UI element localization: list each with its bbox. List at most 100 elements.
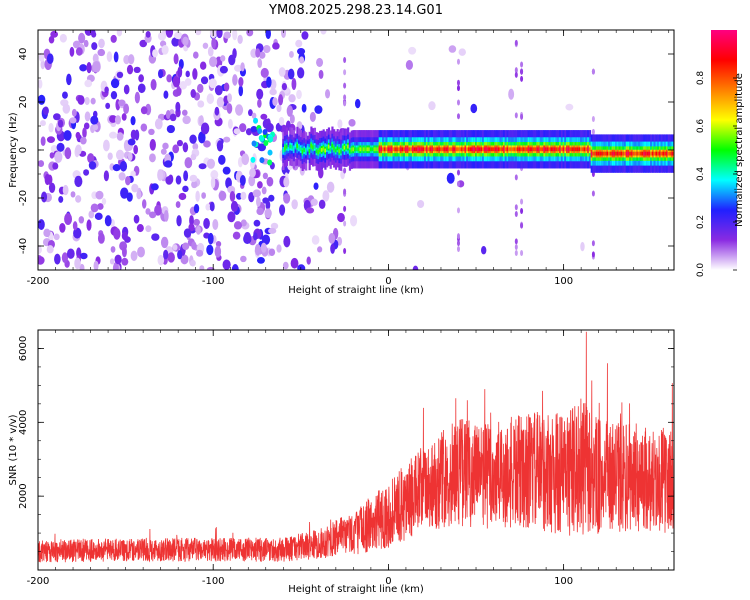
spectrogram-noise-cell	[79, 64, 88, 72]
spectrogram-signal-cell	[529, 147, 532, 152]
spectrogram-noise-cell	[53, 233, 60, 241]
spectrogram-noise-cell	[296, 48, 306, 55]
spectrogram-signal-cell	[459, 147, 462, 152]
spectrogram-noise-cell	[214, 106, 220, 116]
spectrogram-noise-cell	[251, 112, 257, 119]
spectrogram-burst-cell	[257, 128, 263, 135]
spectrogram-noise-cell	[38, 79, 43, 89]
spectrogram-streak-cell	[520, 250, 524, 257]
spectrogram-signal-cell	[581, 147, 585, 152]
spectrogram-signal-cell	[606, 151, 609, 156]
spectrogram-noise-cell	[75, 47, 83, 56]
spectrogram-noise-cell	[130, 116, 136, 126]
spectrogram-noise-cell	[282, 261, 289, 270]
spectrogram-signal-cell	[585, 147, 588, 152]
spectrogram-signal-cell	[396, 147, 399, 152]
spectrogram-noise-cell	[199, 61, 207, 70]
spectrogram-signal-cell	[397, 147, 401, 152]
spectrogram-noise-cell	[88, 210, 95, 219]
snr-x-tick-label: -100	[202, 576, 225, 587]
spectrogram-signal-cell	[457, 147, 460, 152]
spectrogram-streak-cell	[514, 211, 518, 218]
spectrogram-noise-cell	[223, 31, 231, 39]
spectrogram-noise-cell	[145, 31, 151, 38]
spectrogram-noise-cell	[297, 264, 306, 270]
spectrogram-noise-cell	[189, 174, 198, 183]
spectrogram-signal-cell	[341, 145, 345, 150]
spectrogram-noise-cell	[172, 144, 180, 154]
chart-title: YM08.2025.298.23.14.G01	[268, 3, 443, 18]
spectrogram-signal-cell	[376, 147, 380, 152]
spectrogram-signal-cell	[441, 147, 444, 152]
snr-x-tick-label: 0	[385, 576, 391, 587]
spectrogram-noise-cell	[299, 56, 305, 64]
spectrogram-noise-cell	[80, 136, 87, 145]
spectrogram-noise-cell	[167, 252, 175, 263]
spectrogram-signal-cell	[401, 147, 404, 152]
spectrogram-signal-cell	[431, 147, 434, 152]
spectrogram-signal-cell	[489, 147, 492, 152]
spectrogram-signal-cell	[567, 147, 571, 152]
spectrogram-noise-cell	[54, 151, 63, 163]
spectrogram-signal-cell	[294, 143, 297, 148]
spectrogram-signal-cell	[345, 145, 348, 150]
spectrogram-noise-cell	[48, 35, 55, 44]
spectrogram-noise-cell	[173, 53, 179, 65]
spectrogram-y-tick-label: -20	[18, 190, 29, 206]
spectrogram-noise-cell	[262, 172, 269, 180]
spectrogram-burst-cell	[268, 136, 274, 143]
spectrogram-noise-cell	[175, 101, 181, 113]
spectrogram-noise-cell	[243, 232, 252, 244]
spectrogram-noise-cell	[253, 232, 258, 241]
spectrogram-signal-cell	[625, 151, 628, 156]
spectrogram-noise-cell	[137, 246, 145, 258]
spectrogram-signal-cell	[445, 147, 448, 152]
spectrogram-noise-cell	[222, 259, 231, 270]
spectrogram-noise-cell	[179, 80, 188, 90]
spectrogram-noise-cell	[428, 101, 436, 111]
spectrogram-noise-cell	[301, 103, 307, 113]
spectrogram-streak-cell	[456, 99, 460, 106]
spectrogram-noise-cell	[288, 94, 296, 103]
spectrogram-signal-cell	[552, 147, 555, 152]
spectrogram-noise-cell	[214, 245, 222, 258]
spectrogram-signal-cell	[418, 147, 422, 152]
spectrogram-signal-cell	[448, 147, 451, 152]
spectrogram-noise-cell	[219, 65, 228, 74]
spectrogram-noise-cell	[168, 174, 174, 184]
spectrogram-noise-cell	[216, 30, 223, 39]
spectrogram-noise-cell	[297, 67, 305, 79]
spectrogram-noise-cell	[53, 113, 61, 121]
spectrogram-noise-cell	[110, 78, 120, 89]
spectrogram-noise-cell	[195, 190, 200, 202]
snr-x-axis-label: Height of straight line (km)	[288, 584, 424, 595]
spectrogram-noise-cell	[227, 93, 232, 103]
spectrogram-signal-cell	[601, 151, 604, 156]
spectrogram-noise-cell	[137, 83, 146, 94]
spectrogram-noise-cell	[149, 139, 156, 151]
spectrogram-cells	[38, 30, 674, 270]
spectrogram-signal-cell	[637, 151, 641, 156]
spectrogram-noise-cell	[160, 148, 167, 155]
spectrogram-signal-cell	[348, 149, 352, 154]
spectrogram-noise-cell	[121, 113, 127, 121]
spectrogram-noise-cell	[248, 192, 255, 203]
spectrogram-noise-cell	[38, 245, 42, 255]
spectrogram-streak-cell	[456, 233, 460, 240]
spectrogram-signal-cell	[615, 151, 618, 156]
spectrogram-noise-cell	[182, 36, 189, 46]
spectrogram-noise-cell	[42, 106, 49, 116]
spectrogram-signal-cell	[368, 147, 371, 152]
spectrogram-streak-cell	[343, 69, 347, 76]
spectrogram-streak-cell	[456, 85, 460, 92]
spectrogram-noise-cell	[115, 149, 125, 161]
spectrogram-signal-cell	[327, 144, 331, 149]
spectrogram-noise-cell	[234, 64, 242, 72]
spectrogram-noise-cell	[126, 192, 133, 202]
spectrogram-noise-cell	[182, 185, 189, 193]
spectrogram-noise-cell	[118, 172, 126, 181]
colorbar-tick-label: 0.2	[696, 215, 706, 229]
spectrogram-noise-cell	[240, 255, 247, 263]
spectrogram-signal-cell	[503, 147, 506, 152]
